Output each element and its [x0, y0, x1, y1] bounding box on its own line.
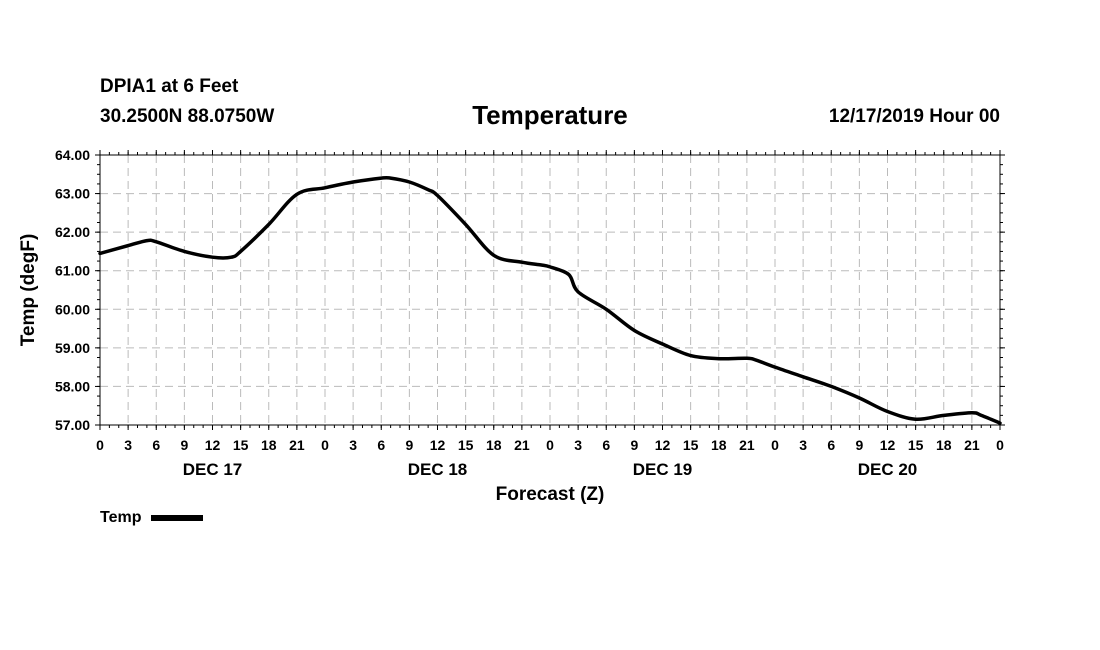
- day-label: DEC 20: [858, 460, 918, 479]
- legend: Temp: [100, 509, 204, 527]
- x-tick-label: 18: [936, 437, 952, 453]
- y-tick-label: 63.00: [55, 186, 90, 202]
- coordinates-label: 30.2500N 88.0750W: [100, 106, 275, 127]
- y-tick-label: 62.00: [55, 224, 90, 240]
- x-tick-label: 3: [124, 437, 132, 453]
- x-tick-label: 3: [574, 437, 582, 453]
- x-tick-label: 6: [827, 437, 835, 453]
- x-tick-label: 18: [711, 437, 727, 453]
- y-tick-label: 58.00: [55, 378, 90, 394]
- day-label: DEC 17: [183, 460, 243, 479]
- day-label: DEC 19: [633, 460, 693, 479]
- x-tick-label: 18: [261, 437, 277, 453]
- x-tick-label: 9: [405, 437, 413, 453]
- x-tick-label: 0: [96, 437, 104, 453]
- y-tick-label: 60.00: [55, 301, 90, 317]
- x-axis-label: Forecast (Z): [496, 484, 605, 505]
- x-tick-label: 15: [458, 437, 474, 453]
- x-tick-label: 12: [880, 437, 896, 453]
- x-tick-label: 21: [964, 437, 980, 453]
- x-tick-label: 18: [486, 437, 502, 453]
- x-tick-label: 21: [739, 437, 755, 453]
- x-tick-label: 9: [855, 437, 863, 453]
- x-tick-label: 21: [289, 437, 305, 453]
- x-tick-label: 6: [377, 437, 385, 453]
- day-label: DEC 18: [408, 460, 468, 479]
- x-tick-label: 15: [233, 437, 249, 453]
- x-tick-label: 0: [996, 437, 1004, 453]
- x-tick-label: 9: [630, 437, 638, 453]
- x-tick-label: 12: [430, 437, 446, 453]
- day-labels: DEC 17 DEC 18 DEC 19 DEC 20: [183, 460, 918, 479]
- x-tick-label: 0: [321, 437, 329, 453]
- y-tick-labels: 57.00 58.00 59.00 60.00 61.00 62.00 63.00 64.00: [55, 147, 90, 433]
- x-tick-label: 21: [514, 437, 530, 453]
- run-time-label: 12/17/2019 Hour 00: [828, 106, 1000, 127]
- x-tick-labels: 0 3 6 9 12 15 18 21 0 3 6 9 12 15 18 21 0 3 6 9 12 15 18 21 0 3 6 9…: [96, 437, 1004, 453]
- x-tick-label: 15: [683, 437, 699, 453]
- legend-swatch: [151, 515, 204, 521]
- x-tick-label: 6: [152, 437, 160, 453]
- x-tick-label: 12: [655, 437, 671, 453]
- x-tick-label: 9: [180, 437, 188, 453]
- x-tick-label: 12: [205, 437, 221, 453]
- y-tick-label: 57.00: [55, 417, 90, 433]
- station-label: DPIA1 at 6 Feet: [100, 76, 239, 97]
- x-tick-label: 0: [546, 437, 554, 453]
- y-tick-label: 61.00: [55, 263, 90, 279]
- gridlines: [100, 155, 1000, 425]
- chart-title: Temperature: [472, 100, 628, 130]
- x-tick-label: 15: [908, 437, 924, 453]
- y-tick-label: 64.00: [55, 147, 90, 163]
- plot-frame: [99, 154, 1001, 426]
- y-axis-label: Temp (degF): [18, 234, 39, 347]
- x-tick-label: 6: [602, 437, 610, 453]
- x-tick-label: 3: [799, 437, 807, 453]
- x-tick-label: 0: [771, 437, 779, 453]
- y-tick-label: 59.00: [55, 340, 90, 356]
- legend-label: Temp: [100, 509, 142, 526]
- temp-series-line: [98, 175, 1002, 425]
- x-tick-label: 3: [349, 437, 357, 453]
